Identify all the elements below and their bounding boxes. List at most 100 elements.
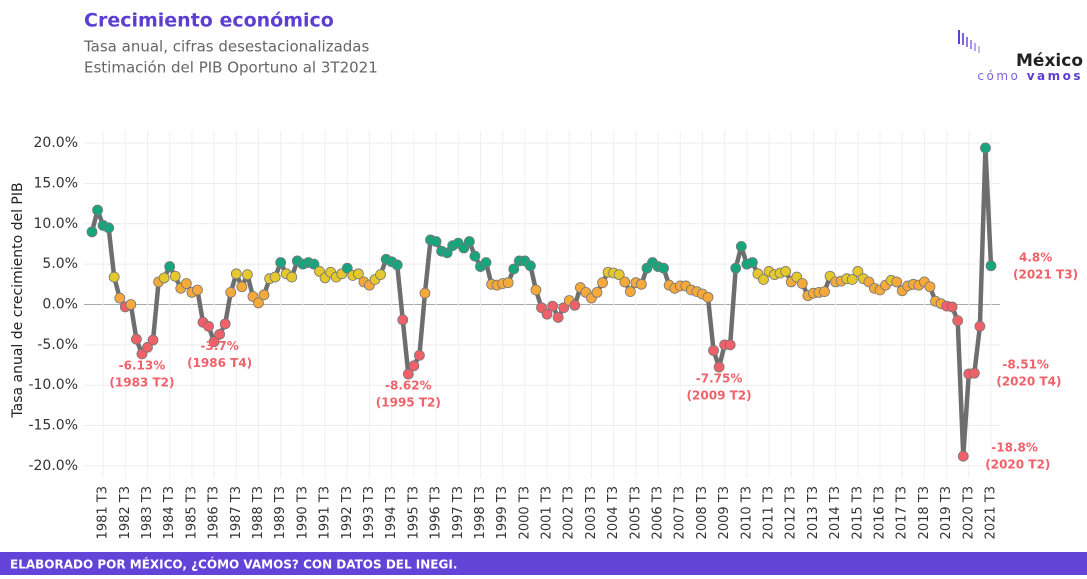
x-tick-label: 1996 T3 xyxy=(429,486,444,539)
point xyxy=(275,257,287,268)
point xyxy=(469,250,481,262)
data-label: 4.8% xyxy=(1019,250,1052,264)
data-label: -8.62% xyxy=(385,379,432,393)
point xyxy=(796,278,808,289)
point xyxy=(980,142,991,154)
point xyxy=(147,334,159,346)
x-tick-label: 1993 T3 xyxy=(362,486,377,539)
point xyxy=(103,222,115,234)
data-note: (1986 T4) xyxy=(187,356,252,370)
chart-subtitle: Estimación del PIB Oportuno al 3T2021 xyxy=(84,59,378,77)
point xyxy=(530,284,542,296)
x-tick-label: 2006 T3 xyxy=(651,486,666,539)
point xyxy=(230,268,242,280)
line xyxy=(89,145,994,459)
point xyxy=(758,274,769,285)
point xyxy=(502,277,514,289)
logo-bar xyxy=(966,37,968,47)
data-note: (2020 T4) xyxy=(996,375,1061,389)
y-tick-label: 0.0% xyxy=(42,297,78,313)
point xyxy=(547,300,558,312)
point xyxy=(214,328,226,340)
point xyxy=(508,263,520,275)
point xyxy=(463,236,475,247)
logo-bar xyxy=(978,46,980,53)
point xyxy=(708,345,719,356)
point xyxy=(846,274,858,285)
point xyxy=(569,299,581,311)
point xyxy=(635,278,647,290)
logo-bar xyxy=(974,43,976,51)
x-tick-label: 2008 T3 xyxy=(695,486,710,539)
chart-subtitle: Tasa anual, cifras desestacionalizadas xyxy=(83,38,369,56)
point xyxy=(114,292,126,304)
y-tick-label: -15.0% xyxy=(28,418,78,434)
point xyxy=(86,226,98,238)
point xyxy=(591,286,603,298)
x-tick-label: 1982 T3 xyxy=(118,486,133,539)
x-tick-label: 2001 T3 xyxy=(540,486,555,539)
point xyxy=(702,291,714,303)
x-tick-label: 1983 T3 xyxy=(140,486,155,539)
point xyxy=(308,258,320,270)
x-tick-label: 2016 T3 xyxy=(873,486,888,539)
point xyxy=(924,281,936,293)
y-tick-label: 10.0% xyxy=(34,216,78,232)
point xyxy=(480,257,492,268)
x-tick-label: 1998 T3 xyxy=(473,486,488,539)
x-tick-label: 2012 T3 xyxy=(784,486,799,539)
point xyxy=(286,271,298,283)
point xyxy=(419,287,431,299)
point xyxy=(746,257,758,268)
point xyxy=(414,349,425,361)
x-tick-label: 1987 T3 xyxy=(229,486,244,539)
point xyxy=(658,262,669,274)
x-tick-label: 2005 T3 xyxy=(628,486,643,539)
point xyxy=(397,314,409,326)
data-note: (2020 T2) xyxy=(985,458,1050,472)
chart-title: Crecimiento económico xyxy=(84,10,334,32)
point xyxy=(713,361,725,373)
plot: -6.13% (1983 T2) -3.7% (1986 T4) -8.62% (1995… xyxy=(86,142,1078,472)
y-tick-label: -10.0% xyxy=(28,377,78,393)
point xyxy=(957,450,969,462)
data-note: (2021 T3) xyxy=(1013,267,1078,281)
x-tick-label: 2004 T3 xyxy=(606,486,621,539)
data-label: -18.8% xyxy=(991,441,1038,455)
logo-tagline-1: cómo xyxy=(977,69,1020,83)
x-tick-label: 2013 T3 xyxy=(806,486,821,539)
point xyxy=(219,318,231,330)
data-note: (1983 T2) xyxy=(109,375,174,389)
y-tick-label: 20.0% xyxy=(34,135,78,151)
logo-tagline-2: vamos xyxy=(1027,69,1083,83)
x-tick-label: 2015 T3 xyxy=(850,486,865,539)
point xyxy=(269,271,281,283)
point xyxy=(258,289,270,301)
x-tick-label: 1986 T3 xyxy=(207,486,222,539)
x-tick-label: 2003 T3 xyxy=(584,486,599,539)
y-tick-label: 15.0% xyxy=(34,175,78,191)
logo-tagline: cómo vamos xyxy=(977,69,1083,83)
point xyxy=(142,341,153,353)
x-tick-label: 2020 T3 xyxy=(961,486,976,539)
data-label: -6.13% xyxy=(119,358,166,372)
point xyxy=(375,269,386,281)
point xyxy=(158,272,170,284)
point xyxy=(130,333,142,345)
logo: México cómo vamos xyxy=(958,30,1083,83)
point xyxy=(225,286,237,298)
point xyxy=(819,286,830,297)
point xyxy=(968,367,980,379)
data-label: -8.51% xyxy=(1002,358,1049,372)
point xyxy=(552,312,564,323)
point xyxy=(985,260,997,272)
data-label: -3.7% xyxy=(201,339,239,353)
x-tick-label: 2009 T3 xyxy=(717,486,732,539)
point xyxy=(852,266,864,277)
point xyxy=(253,297,264,309)
data-note: (2009 T2) xyxy=(687,389,752,403)
point xyxy=(408,360,420,372)
x-tick-label: 2014 T3 xyxy=(828,486,843,539)
point xyxy=(125,299,137,310)
point xyxy=(208,336,220,348)
